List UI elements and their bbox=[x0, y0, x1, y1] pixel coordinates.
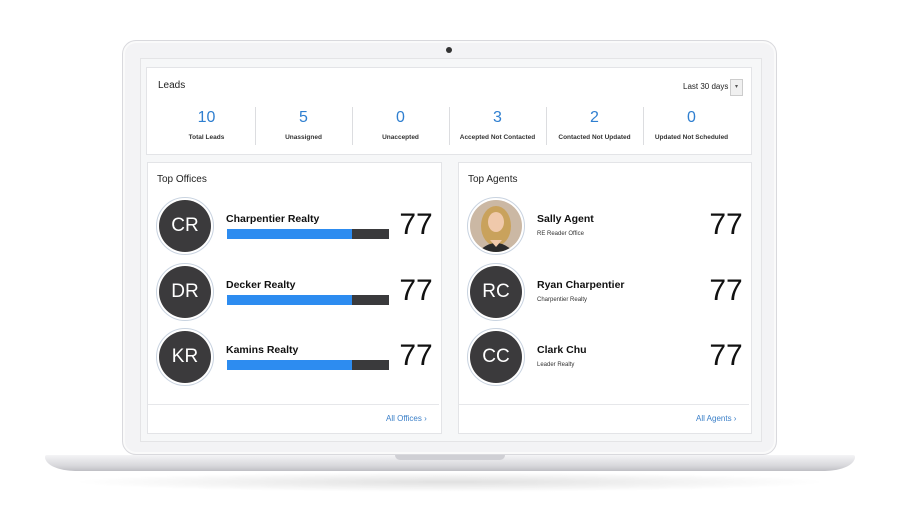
office: RE Reader Office bbox=[537, 231, 584, 237]
name: Charpentier Realty bbox=[226, 213, 320, 225]
stat-separator bbox=[546, 107, 547, 145]
score: 77 bbox=[399, 273, 433, 307]
stat-separator bbox=[352, 107, 353, 145]
all-offices-link[interactable]: All Offices › bbox=[386, 414, 427, 423]
stat-label: Total Leads bbox=[188, 134, 225, 141]
score: 77 bbox=[709, 273, 743, 307]
score-bar-fill bbox=[227, 229, 352, 239]
divider bbox=[148, 404, 439, 405]
laptop-notch bbox=[395, 455, 505, 460]
stat-value: 3 bbox=[493, 109, 502, 126]
stat-separator bbox=[449, 107, 450, 145]
stat-value: 0 bbox=[396, 109, 405, 126]
score-bar-fill bbox=[227, 360, 352, 370]
name: Sally Agent bbox=[537, 213, 594, 225]
score: 77 bbox=[709, 208, 743, 241]
dropdown-arrow[interactable]: ▾ bbox=[730, 79, 743, 96]
link-text[interactable]: All Offices bbox=[386, 414, 422, 423]
photo bbox=[470, 200, 522, 252]
avatar: CC bbox=[470, 331, 522, 383]
agent-photo bbox=[470, 200, 522, 252]
office: Charpentier Realty bbox=[537, 296, 588, 303]
avatar: CR bbox=[159, 200, 211, 252]
name: Decker Realty bbox=[226, 278, 296, 291]
avatar: KR bbox=[159, 331, 211, 383]
stat-separator bbox=[255, 107, 256, 145]
score-bar bbox=[227, 294, 389, 305]
offices-title: Top Offices bbox=[157, 174, 207, 185]
stat-separator bbox=[643, 107, 644, 145]
score-bar-fill bbox=[227, 294, 352, 305]
name: Clark Chu bbox=[537, 344, 587, 356]
divider bbox=[459, 404, 749, 405]
stat-label: Contacted Not Updated bbox=[558, 134, 631, 141]
camera bbox=[446, 47, 452, 53]
score: 77 bbox=[709, 339, 743, 372]
avatar: DR bbox=[159, 265, 211, 318]
laptop-base bbox=[45, 455, 855, 471]
stat-value: 5 bbox=[299, 109, 308, 126]
name: Ryan Charpentier bbox=[537, 278, 625, 291]
leads-title: Leads bbox=[158, 80, 186, 91]
stat-label: Accepted Not Contacted bbox=[459, 134, 536, 141]
agents-title: Top Agents bbox=[468, 174, 518, 185]
score-bar bbox=[227, 360, 389, 370]
score-bar bbox=[227, 229, 389, 239]
name: Kamins Realty bbox=[226, 344, 299, 356]
stat-value: 10 bbox=[197, 109, 216, 126]
office: Leader Realty bbox=[537, 362, 575, 368]
link-text[interactable]: All Agents bbox=[696, 414, 732, 423]
score: 77 bbox=[399, 339, 433, 372]
stat-label: Unassigned bbox=[285, 134, 322, 141]
stat-label: Unaccepted bbox=[382, 134, 419, 141]
stat-value: 0 bbox=[687, 109, 696, 126]
stat-label: Updated Not Scheduled bbox=[654, 134, 729, 141]
score: 77 bbox=[399, 208, 433, 241]
stat-value: 2 bbox=[590, 109, 599, 126]
all-agents-link[interactable]: All Agents › bbox=[696, 414, 737, 423]
avatar: RC bbox=[470, 265, 522, 318]
range-dropdown[interactable]: Last 30 days bbox=[683, 82, 729, 91]
laptop-shadow bbox=[70, 472, 830, 492]
